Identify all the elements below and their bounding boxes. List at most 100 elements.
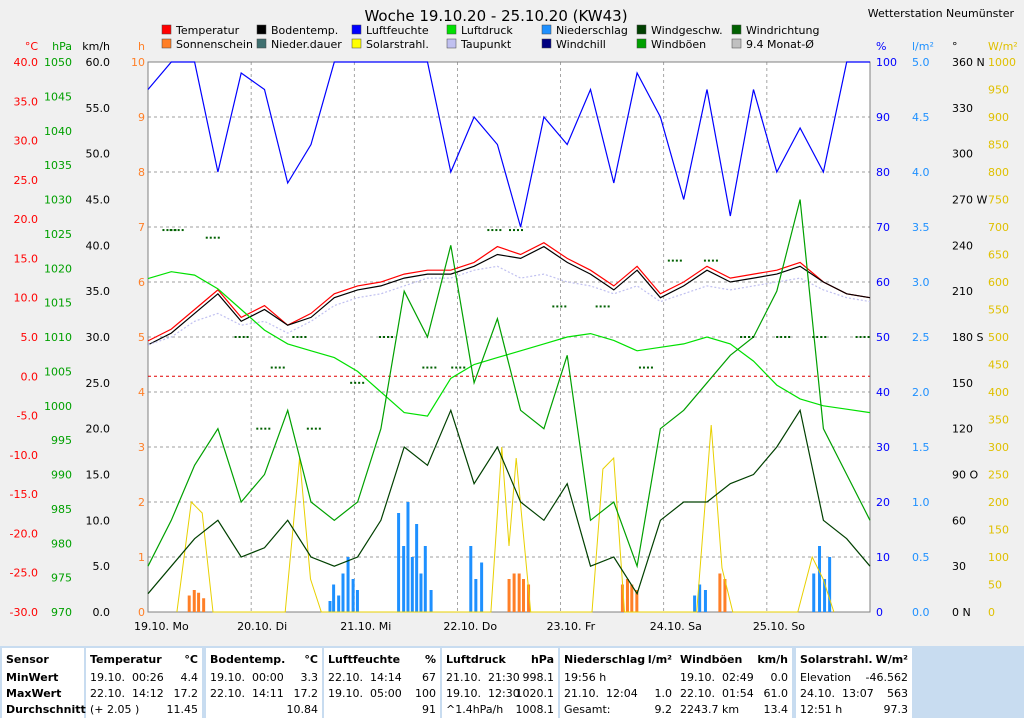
rain-bar (480, 562, 484, 612)
sun-bar (507, 579, 511, 612)
stats-date: Elevation (800, 671, 852, 684)
axis-tick-wind: 25.0 (86, 377, 111, 390)
axis-tick-solar: 950 (988, 84, 1009, 97)
stats-header: Luftfeuchte% (328, 652, 436, 668)
stats-date: 19:56 h (564, 671, 607, 684)
axis-tick-wind: 55.0 (86, 102, 111, 115)
rain-bar (818, 546, 822, 612)
wind-direction-dot (859, 336, 862, 338)
legend-label: Windchill (556, 38, 606, 51)
rain-bar (351, 579, 355, 612)
axis-tick-pressure: 1000 (44, 400, 72, 413)
stats-row-label: Sensor (6, 652, 80, 668)
legend-swatch (351, 38, 362, 49)
wind-direction-dot (354, 381, 357, 384)
wind-direction-dot (788, 336, 791, 338)
stats-value: 91 (422, 703, 436, 716)
axis-tick-sun_hours: 10 (131, 56, 145, 69)
stats-value: 100 (415, 687, 436, 700)
stats-title: Niederschlag (564, 653, 646, 666)
sun-bar (517, 573, 521, 612)
stats-time: 13:07 (842, 687, 874, 700)
axis-tick-rain: 4.0 (912, 166, 930, 179)
legend-swatch (541, 24, 552, 35)
rain-bar (346, 557, 350, 612)
stats-cell-row: 19.10. 12:30 1020.1 (446, 686, 554, 702)
axis-tick-temp: 15.0 (14, 252, 39, 265)
legend-label: Niederschlag (556, 24, 628, 37)
stats-cell-row: 21.10. 21:30 998.1 (446, 670, 554, 686)
stats-column: Niederschlag l/m² 19:56 h 21.10. 12:04 1.0 Ges… (560, 648, 676, 718)
sun-bar (202, 598, 206, 612)
axis-tick-humidity: 20 (876, 496, 890, 509)
legend-label: 9.4 Monat-Ø (746, 38, 814, 51)
wind-direction-dot (487, 229, 490, 232)
axis-tick-solar: 850 (988, 139, 1009, 152)
wind-direction-dot (422, 366, 425, 369)
axis-tick-direction: 210 (952, 285, 973, 298)
wind-direction-dot (278, 366, 281, 369)
axis-tick-wind: 40.0 (86, 239, 111, 252)
axis-tick-humidity: 90 (876, 111, 890, 124)
axis-unit-humidity: % (876, 40, 886, 53)
wind-direction-dot (650, 366, 653, 369)
wind-direction-dot (282, 366, 285, 369)
axis-tick-pressure: 1045 (44, 90, 72, 103)
rain-bar (469, 546, 473, 612)
stats-value: 13.4 (763, 703, 789, 716)
axis-tick-pressure: 1005 (44, 365, 72, 378)
stats-date: Gesamt: (564, 703, 611, 716)
rain-bar (419, 573, 423, 612)
weather-chart: Woche 19.10.20 - 25.10.20 (KW43) Wetters… (9, 7, 1018, 633)
axis-tick-solar: 100 (988, 551, 1009, 564)
stats-row-label-text: Durchschnitt (6, 703, 86, 716)
axes: 40.035.030.025.020.015.010.05.00.0-5.0-1… (10, 40, 1018, 619)
stats-value: 67 (422, 671, 436, 684)
stats-unit: °C (184, 653, 198, 666)
axis-tick-direction: 60 (952, 514, 966, 527)
axis-tick-direction: 0 N (952, 606, 971, 619)
axis-tick-rain: 1.5 (912, 441, 930, 454)
wind-direction-dot (595, 305, 598, 308)
stats-time: 21:30 (488, 671, 520, 684)
stats-date: 12:51 h (800, 703, 843, 716)
wind-direction-dot (744, 336, 747, 338)
stats-header: Bodentemp. °C (210, 652, 318, 668)
axis-tick-pressure: 1015 (44, 297, 72, 310)
wind-direction-dot (740, 336, 743, 338)
wind-direction-dot (812, 336, 815, 338)
axis-tick-solar: 300 (988, 441, 1009, 454)
wind-direction-dot (426, 366, 429, 369)
legend-label: Solarstrahl. (366, 38, 429, 51)
legend-swatch (256, 38, 267, 49)
sun-bar (187, 595, 191, 612)
x-label: 20.10. Di (237, 620, 287, 633)
axis-tick-direction: 330 (952, 102, 973, 115)
legend-label: Luftdruck (461, 24, 513, 37)
stats-time: 14:12 (132, 687, 164, 700)
axis-tick-rain: 0.0 (912, 606, 930, 619)
axis-tick-humidity: 0 (876, 606, 883, 619)
wind-direction-dot (213, 236, 216, 239)
axis-tick-solar: 400 (988, 386, 1009, 399)
axis-unit-temp: °C (25, 40, 39, 53)
stats-row-label-text: Sensor (6, 653, 49, 666)
stats-row-label: MinWert (6, 670, 80, 686)
axis-tick-humidity: 50 (876, 331, 890, 344)
axis-tick-temp: -20.0 (10, 527, 38, 540)
wind-direction-dot (173, 229, 176, 232)
station-name: Wetterstation Neumünster (868, 7, 1015, 20)
stats-value: 1.0 (654, 687, 673, 700)
stats-row-label-text: MinWert (6, 671, 59, 684)
sun-bar (635, 590, 639, 612)
wind-direction-dot (675, 259, 678, 262)
wind-direction-dot (350, 381, 353, 384)
axis-tick-temp: 30.0 (14, 135, 39, 148)
axis-tick-wind: 20.0 (86, 423, 111, 436)
axis-tick-solar: 0 (988, 606, 995, 619)
axis-tick-rain: 1.0 (912, 496, 930, 509)
stats-value: 17.2 (173, 687, 199, 700)
stats-cell-row: 19.10. 02:49 0.0 (680, 670, 788, 686)
wind-direction-dot (491, 229, 494, 232)
axis-tick-humidity: 80 (876, 166, 890, 179)
